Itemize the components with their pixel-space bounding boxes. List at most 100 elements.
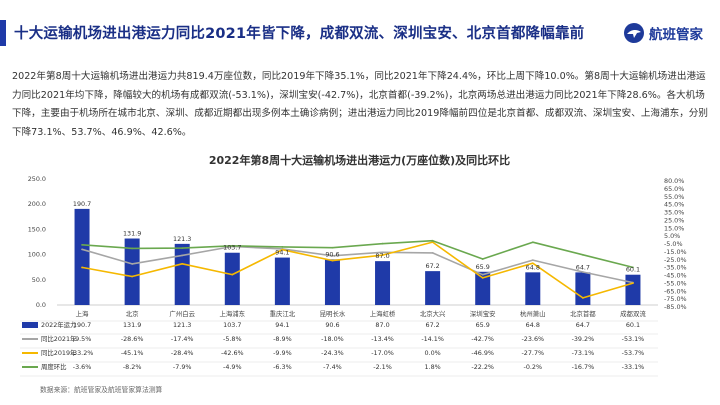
table-cell: -28.6% xyxy=(121,335,144,343)
table-cell: -13.4% xyxy=(371,335,394,343)
table-cell: 65.9 xyxy=(476,321,490,329)
table-cell: -24.3% xyxy=(321,349,344,357)
legend-swatch-bar xyxy=(22,322,38,328)
y-right-tick-label: 35.0% xyxy=(664,209,684,217)
table-cell: -33.2% xyxy=(71,349,94,357)
line-point xyxy=(431,251,434,254)
x-category-label: 昆明长水 xyxy=(320,309,346,318)
x-category-label: 深圳宝安 xyxy=(470,309,496,318)
bar-value-label: 90.6 xyxy=(325,250,339,258)
y-left-tick-label: 50.0 xyxy=(32,276,46,284)
table-cell: 64.7 xyxy=(576,321,590,329)
y-right-tick-label: 65.0% xyxy=(664,185,684,193)
line-point xyxy=(81,243,83,246)
table-cell: 190.7 xyxy=(73,321,91,329)
y-right-tick-label: -75.0% xyxy=(664,295,687,303)
table-cell: -8.9% xyxy=(273,335,292,343)
table-cell: -42.6% xyxy=(221,349,244,357)
table-cell: 67.2 xyxy=(426,321,440,329)
line-point xyxy=(81,266,83,269)
y-right-tick-label: -45.0% xyxy=(664,272,687,280)
summary-paragraph: 2022年第8周十大运输机场进出港运力共819.4万座位数，同比2019年下降3… xyxy=(12,71,708,138)
table-cell: -22.2% xyxy=(471,363,494,371)
table-cell: -4.9% xyxy=(223,363,242,371)
chart-area: 2022年第8周十大运输机场进出港运力(万座位数)及同比环比 0.0 50.0 100… xyxy=(0,150,720,405)
table-cell: -45.1% xyxy=(121,349,144,357)
x-category-label: 广州白云 xyxy=(169,309,195,318)
line-point xyxy=(481,277,484,279)
y-right-tick-label: -25.0% xyxy=(664,256,687,264)
line-point xyxy=(581,253,584,256)
bar-成都双流 xyxy=(625,274,641,305)
bar-value-label: 64.7 xyxy=(576,263,590,271)
brand: 航班管家 xyxy=(623,21,703,45)
table-cell: 64.8 xyxy=(526,321,540,329)
x-category-label: 北京首都 xyxy=(570,309,596,318)
header-accent-bar xyxy=(0,20,6,46)
y-right-tick-label: 45.0% xyxy=(664,201,684,209)
table-cell: -8.2% xyxy=(123,363,142,371)
source-note: 数据来源：航班管家及航班管家算法测算 xyxy=(40,386,163,394)
table-cell: -3.6% xyxy=(73,363,92,371)
y-right-tick-label: -15.0% xyxy=(664,248,687,256)
line-point xyxy=(381,251,384,254)
brand-name: 航班管家 xyxy=(649,27,703,43)
y-right-tick-label: -85.0% xyxy=(664,303,687,311)
table-cell: -17.0% xyxy=(371,349,394,357)
line-point xyxy=(181,254,184,257)
x-category-label: 上海虹桥 xyxy=(370,309,396,318)
y-left-tick-label: 100.0 xyxy=(28,251,46,259)
line-series-3 xyxy=(81,239,634,269)
line-point xyxy=(281,248,284,251)
legend-series-name: 同比2021年 xyxy=(41,334,77,343)
table-cell: 1.8% xyxy=(425,363,441,371)
y-right-tick-label: 80.0% xyxy=(664,177,684,185)
line-point xyxy=(181,262,184,265)
table-cell: -28.4% xyxy=(171,349,194,357)
line-point xyxy=(331,259,334,262)
bar-昆明长水 xyxy=(324,259,340,305)
table-cell: 121.3 xyxy=(173,321,191,329)
table-cell: -39.2% xyxy=(572,335,595,343)
line-point xyxy=(231,273,234,276)
table-cell: -6.3% xyxy=(273,363,292,371)
line-point xyxy=(581,271,584,273)
x-category-label: 杭州萧山 xyxy=(520,309,546,318)
table-cell: 87.0 xyxy=(375,321,389,329)
x-category-label: 重庆江北 xyxy=(270,309,296,318)
table-cell: -73.1% xyxy=(572,349,595,357)
table-cell: -9.9% xyxy=(273,349,292,357)
table-cell: 90.6 xyxy=(325,321,339,329)
bar-value-label: 121.3 xyxy=(173,235,191,243)
table-cell: 94.1 xyxy=(275,321,289,329)
table-cell: -14.1% xyxy=(421,335,444,343)
chart-svg: 2022年第8周十大运输机场进出港运力(万座位数)及同比环比 0.0 50.0 100… xyxy=(20,153,687,377)
line-point xyxy=(381,242,384,245)
bar-上海浦东 xyxy=(224,252,240,305)
x-category-label: 上海 xyxy=(76,309,89,318)
line-series-1 xyxy=(81,245,634,284)
table-cell: -9.5% xyxy=(73,335,92,343)
table-cell: -46.9% xyxy=(471,349,494,357)
page-header: 十大运输机场进出港运力同比2021年皆下降，成都双流、深圳宝安、北京首都降幅靠前… xyxy=(0,0,720,60)
table-cell: 131.9 xyxy=(123,321,141,329)
table-cell: 60.1 xyxy=(626,321,640,329)
y-left-tick-label: 250.0 xyxy=(28,175,46,183)
x-category-label: 成都双流 xyxy=(620,309,646,318)
line-point xyxy=(481,273,484,276)
table-cell: -53.7% xyxy=(622,349,645,357)
y-left-tick-label: 0.0 xyxy=(36,301,46,309)
x-category-label: 北京 xyxy=(126,309,139,318)
y-right-tick-label: 5.0% xyxy=(664,232,680,240)
bar-北京大兴 xyxy=(425,271,441,305)
y-right-tick-label: 15.0% xyxy=(664,224,684,232)
y-right-tick-label: 25.0% xyxy=(664,216,684,224)
bar-广州白云 xyxy=(174,243,190,305)
x-category-label: 上海浦东 xyxy=(220,309,246,318)
table-cell: -23.6% xyxy=(521,335,544,343)
y-right-tick-label: 55.0% xyxy=(664,193,684,201)
y-right-tick-label: -55.0% xyxy=(664,279,687,287)
bar-value-label: 131.9 xyxy=(123,230,141,238)
table-cell: -27.7% xyxy=(521,349,544,357)
line-point xyxy=(131,275,134,278)
